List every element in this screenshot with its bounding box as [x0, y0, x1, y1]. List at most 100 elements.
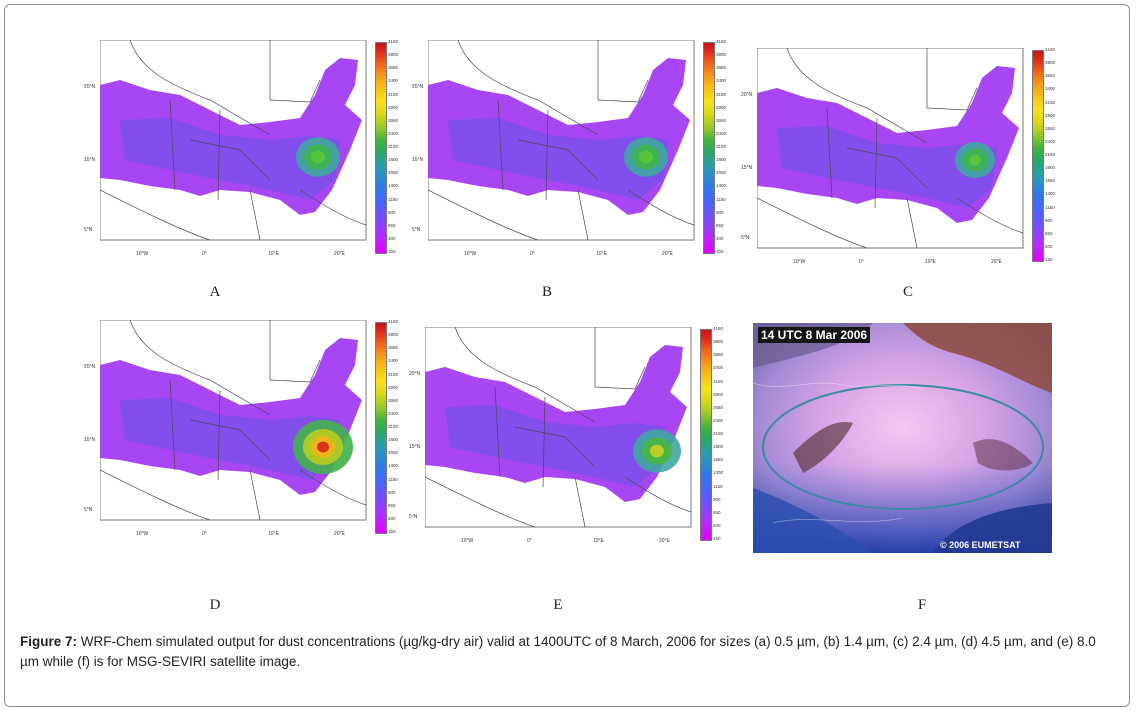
colorbar-tick-label: 1900	[388, 157, 399, 163]
longitude-tick-label: 10°E	[268, 531, 279, 537]
colorbar-tick-label: 1400	[388, 183, 399, 189]
longitude-tick-label: 0°	[859, 259, 864, 265]
longitude-tick-label: 0°	[202, 251, 207, 257]
colorbar	[375, 322, 387, 534]
colorbar-tick-label: 2650	[713, 404, 724, 410]
colorbar-tick-label: 1150	[713, 483, 723, 489]
colorbar-tick-label: 1150	[388, 476, 398, 482]
colorbar-tick-label: 1150	[388, 196, 398, 202]
colorbar-tick-label: 2150	[1045, 152, 1056, 157]
country-border	[926, 48, 978, 111]
colorbar-tick-label: 150	[388, 529, 396, 534]
colorbar-tick-label: 1900	[713, 444, 724, 450]
colorbar-tick-label: 3900	[388, 332, 399, 338]
longitude-tick-label: 10°E	[925, 259, 936, 265]
colorbar-tick-label: 4150	[713, 326, 724, 331]
colorbar-tick-label: 150	[713, 536, 721, 541]
country-border	[217, 389, 221, 481]
colorbar-tick-label: 400	[388, 515, 396, 521]
dust-plume-core	[777, 126, 997, 208]
colorbar-tick-label: 2650	[1045, 125, 1056, 131]
colorbar-tick-label: 1650	[388, 450, 399, 456]
colorbar-tick-label: 400	[1045, 243, 1053, 249]
colorbar-tick-label: 650	[716, 222, 724, 228]
country-border	[497, 99, 504, 191]
latitude-tick-label: 20°N	[84, 364, 96, 370]
colorbar-tick-label: 1650	[388, 170, 399, 176]
country-border	[786, 48, 928, 144]
figure-frame	[4, 4, 1130, 707]
satellite-copyright: © 2006 EUMETSAT	[940, 540, 1021, 550]
colorbar-tick-label: 2150	[388, 144, 399, 149]
colorbar-tick-label: 1650	[713, 457, 724, 463]
dust-plume-core	[448, 118, 668, 200]
colorbar-tick-label: 1150	[1045, 204, 1055, 210]
colorbar-tick-label: 3650	[388, 65, 399, 71]
concentration-hotspot	[969, 154, 981, 166]
country-border	[627, 189, 695, 226]
map-panel-d: 4150 3900 3650 3400 3150 2900 2650 2400 2150 1900…	[84, 319, 398, 552]
colorbar-tick-label: 2650	[388, 117, 399, 123]
longitude-tick-label: 10°W	[136, 251, 149, 257]
country-border	[514, 426, 596, 468]
caption-lead: Figure 7:	[20, 634, 78, 649]
latitude-tick-label: 15°N	[84, 437, 96, 443]
latitude-tick-label: 5°N	[412, 227, 421, 233]
dust-plume-core	[445, 405, 665, 487]
country-border	[457, 40, 599, 136]
colorbar-tick-label: 650	[388, 222, 396, 228]
colorbar-tick-label: 2900	[388, 104, 399, 110]
panel-label-a: A	[209, 284, 221, 300]
country-border	[169, 379, 176, 471]
colorbar-tick-label: 2400	[388, 130, 399, 136]
colorbar-tick-label: 400	[713, 522, 721, 528]
country-border	[169, 99, 176, 191]
colorbar-tick-label: 1650	[1045, 178, 1056, 184]
colorbar-tick-label: 400	[388, 235, 396, 241]
colorbar-tick-label: 1400	[713, 470, 724, 476]
panel-label-d: D	[209, 597, 221, 613]
country-border	[826, 107, 833, 199]
colorbar-tick-label: 3650	[716, 65, 727, 71]
dust-plume-core	[120, 398, 340, 480]
country-border	[425, 476, 536, 528]
colorbar-tick-label: 400	[716, 235, 724, 241]
country-border	[249, 189, 261, 241]
longitude-tick-label: 10°W	[461, 538, 474, 544]
latitude-tick-label: 5°N	[84, 507, 93, 513]
country-border	[594, 327, 646, 390]
colorbar-tick-label: 2900	[713, 391, 724, 397]
colorbar-tick-label: 2150	[716, 144, 727, 149]
panel-label-b: B	[541, 284, 552, 300]
colorbar-tick-label: 2400	[713, 417, 724, 423]
satellite-title: 14 UTC 8 Mar 2006	[758, 327, 871, 343]
country-border	[269, 40, 321, 103]
colorbar-tick-label: 650	[1045, 230, 1053, 236]
country-border	[494, 386, 501, 478]
colorbar-tick-label: 2400	[388, 410, 399, 416]
country-border	[574, 476, 586, 528]
colorbar-tick-label: 2900	[1045, 112, 1056, 118]
colorbar-tick-label: 900	[713, 496, 721, 502]
colorbar-tick-label: 3150	[1045, 99, 1056, 105]
latitude-tick-label: 20°N	[84, 84, 96, 90]
colorbar-tick-label: 2150	[388, 424, 399, 429]
colorbar-tick-label: 2900	[388, 384, 399, 390]
latitude-tick-label: 20°N	[741, 92, 753, 98]
country-border	[542, 396, 546, 488]
map-panel-c: 4150 3900 3650 3400 3150 2900 2650 2400 2150 1900…	[741, 47, 1055, 280]
longitude-tick-label: 20°E	[659, 538, 670, 544]
colorbar	[1032, 50, 1044, 262]
country-border	[269, 320, 321, 383]
country-border	[189, 139, 271, 181]
longitude-tick-label: 20°E	[991, 259, 1002, 265]
latitude-tick-label: 5°N	[84, 227, 93, 233]
country-border	[624, 476, 692, 513]
panel-label-e: E	[553, 597, 563, 613]
country-border	[129, 320, 271, 416]
satellite-image	[753, 323, 1052, 553]
longitude-tick-label: 0°	[530, 251, 535, 257]
longitude-tick-label: 10°W	[136, 531, 149, 537]
concentration-hotspot	[311, 150, 325, 164]
colorbar-tick-label: 3650	[388, 345, 399, 351]
